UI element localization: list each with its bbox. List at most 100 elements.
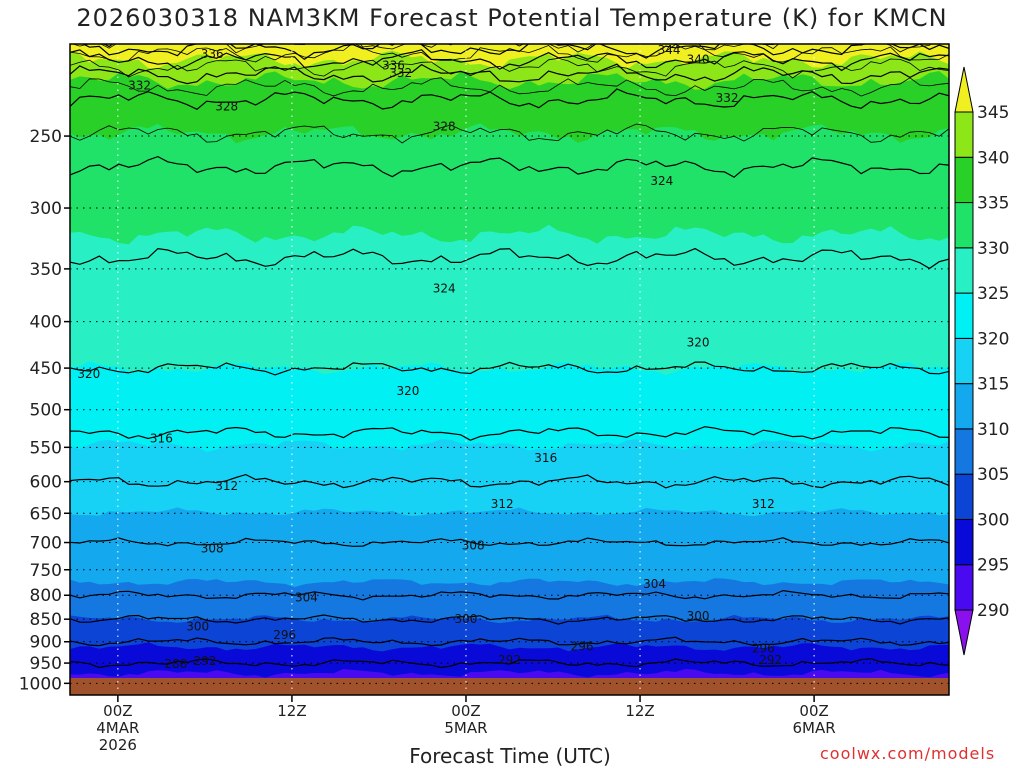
x-tick-label: 00Z	[451, 702, 480, 720]
x-tick-label: 12Z	[625, 702, 654, 720]
x-tick-label: 00Z	[799, 702, 828, 720]
colorbar-label: 290	[977, 601, 1009, 621]
colorbar-segment	[954, 156, 974, 204]
contour-label: 332	[128, 79, 151, 93]
contour-label: 316	[534, 451, 557, 465]
contour-label: 324	[650, 174, 673, 188]
colorbar-label: 315	[977, 375, 1009, 395]
contour-line	[70, 589, 949, 601]
y-tick-label: 800	[30, 586, 62, 606]
colorbar: 290 295 300 305 310 315 320 325 330 335 340 345	[954, 66, 1009, 656]
x-tick-label: 5MAR	[444, 719, 487, 737]
colorbar-segment	[954, 111, 974, 158]
contour-label: 328	[433, 119, 456, 133]
contour-label: 308	[462, 538, 485, 552]
colorbar-segment	[954, 428, 974, 475]
colorbar-segment	[954, 337, 974, 385]
contour-label: 320	[77, 367, 100, 381]
y-tick-label: 350	[30, 260, 62, 280]
y-tick-label: 600	[30, 473, 62, 493]
y-tick-label: 550	[30, 438, 62, 458]
y-tick-label: 500	[30, 401, 62, 421]
y-tick-label: 450	[30, 359, 62, 379]
contour-label: 308	[201, 542, 224, 556]
contour-label: 312	[215, 479, 238, 493]
contour-label: 300	[687, 609, 710, 623]
color-fill-layer	[70, 44, 949, 695]
colorbar-label: 295	[977, 556, 1009, 576]
colorbar-label: 340	[977, 148, 1009, 168]
contour-label: 296	[752, 641, 775, 655]
colorbar-bottom-triangle	[954, 609, 974, 656]
y-tick-label: 300	[30, 199, 62, 219]
contour-line	[70, 473, 949, 489]
y-tick-label: 850	[30, 610, 62, 630]
x-tick-label: 00Z	[103, 702, 132, 720]
x-tick-label: 2026	[99, 736, 137, 754]
contour-line	[70, 658, 949, 669]
y-tick-label: 1000	[19, 674, 62, 694]
contour-label: 292	[759, 653, 782, 667]
chart-title: 2026030318 NAM3KM Forecast Potential Tem…	[76, 4, 948, 32]
contour-line	[70, 247, 949, 270]
colorbar-segment	[954, 292, 974, 339]
contour-line	[70, 426, 949, 441]
contour-label: 312	[752, 497, 775, 511]
contour-label: 336	[201, 47, 224, 61]
y-tick-label: 750	[30, 561, 62, 581]
contour-line	[70, 614, 949, 625]
ground-strip	[70, 678, 949, 695]
contour-label: 340	[687, 53, 710, 67]
y-tick-label: 650	[30, 504, 62, 524]
contour-line	[70, 537, 949, 547]
y-axis: 250 300 350 400 450 500 550 600 650 700 750 800 850 9…	[19, 127, 70, 694]
contour-label: 292	[498, 653, 521, 667]
grid-layer	[70, 44, 949, 695]
colorbar-segment	[954, 383, 974, 430]
colorbar-segment	[954, 564, 974, 611]
colorbar-top-triangle	[954, 66, 974, 113]
colorbar-segment	[954, 473, 974, 520]
contour-label: 304	[295, 591, 318, 605]
y-tick-label: 250	[30, 127, 62, 147]
contour-label: 316	[150, 432, 173, 446]
contour-line	[70, 155, 949, 178]
contour-line	[70, 49, 949, 72]
x-tick-label: 4MAR	[96, 719, 139, 737]
y-tick-label: 950	[30, 654, 62, 674]
x-axis-label: Forecast Time (UTC)	[409, 744, 611, 768]
contour-label: 288	[164, 657, 187, 671]
plot-frame	[69, 43, 950, 696]
contour-label: 332	[389, 66, 412, 80]
contour-label: 300	[186, 620, 209, 634]
colorbar-segment	[954, 202, 974, 249]
colorbar-label: 330	[977, 239, 1009, 259]
contour-label: 324	[433, 282, 456, 296]
colorbar-label: 335	[977, 194, 1009, 214]
contour-line	[70, 77, 949, 97]
contour-line	[70, 63, 949, 85]
colorbar-label: 300	[977, 510, 1009, 530]
contour-line	[70, 88, 949, 111]
contour-line	[70, 123, 949, 144]
contour-label: 336	[382, 58, 405, 72]
x-tick-label: 12Z	[277, 702, 306, 720]
contour-line	[70, 57, 949, 79]
colorbar-label: 320	[977, 329, 1009, 349]
contour-label: 320	[397, 384, 420, 398]
colorbar-label: 345	[977, 103, 1009, 123]
contour-label: 332	[716, 91, 739, 105]
contour-label: 312	[491, 497, 514, 511]
contour-label: 304	[643, 577, 666, 591]
contour-label: 320	[687, 336, 710, 350]
contour-label: 292	[193, 654, 216, 668]
contour-line	[70, 636, 949, 647]
y-tick-label: 400	[30, 313, 62, 333]
credit-link[interactable]: coolwx.com/models	[820, 744, 996, 763]
contour-label: 300	[455, 612, 478, 626]
colorbar-label: 310	[977, 420, 1009, 440]
y-tick-label: 700	[30, 534, 62, 554]
colorbar-label: 325	[977, 284, 1009, 304]
